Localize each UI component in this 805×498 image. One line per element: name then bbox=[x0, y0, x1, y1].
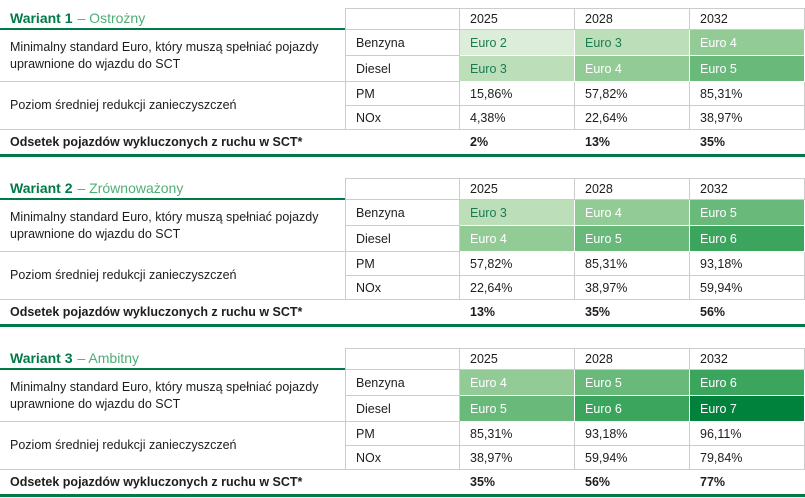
excluded-value-cell: 35% bbox=[585, 305, 611, 319]
reduction-value-cell: 22,64% bbox=[575, 106, 690, 130]
euro-standard-group-label: Minimalny standard Euro, który muszą spe… bbox=[0, 370, 345, 422]
euro-standard-group-label: Minimalny standard Euro, który muszą spe… bbox=[0, 30, 345, 82]
euro-standard-cell: Euro 3 bbox=[460, 200, 575, 226]
year-column-header: 2028 bbox=[575, 178, 690, 200]
euro-standard-cell: Euro 4 bbox=[460, 226, 575, 252]
variant-2-section: Wariant 2 – Zrównoważony 2025 2028 2032 … bbox=[0, 178, 805, 327]
reduction-value-cell: 38,97% bbox=[690, 106, 805, 130]
pollutant-row-header-pm: PM bbox=[345, 82, 460, 106]
excluded-value-cell: 56% bbox=[700, 305, 726, 319]
euro-standard-cell: Euro 3 bbox=[575, 30, 690, 56]
euro-standard-cell: Euro 4 bbox=[690, 30, 805, 56]
reduction-value-cell: 85,31% bbox=[460, 422, 575, 446]
excluded-value-cell: 35% bbox=[470, 475, 496, 489]
year-column-header: 2025 bbox=[460, 8, 575, 30]
reduction-value-cell: 4,38% bbox=[460, 106, 575, 130]
fuel-row-header-benzyna: Benzyna bbox=[345, 30, 460, 56]
euro-standard-cell: Euro 5 bbox=[690, 200, 805, 226]
reduction-value-cell: 57,82% bbox=[575, 82, 690, 106]
variant-title: Wariant 1 – Ostrożny bbox=[0, 8, 345, 30]
pollutant-row-header-nox: NOx bbox=[345, 276, 460, 300]
fuel-row-header-diesel: Diesel bbox=[345, 396, 460, 422]
table-corner-cell bbox=[345, 348, 460, 370]
excluded-value-cell: 77% bbox=[700, 475, 726, 489]
variant-1-section: Wariant 1 – Ostrożny 2025 2028 2032 Mini… bbox=[0, 8, 805, 157]
excluded-value-cell: 2% bbox=[470, 135, 489, 149]
excluded-value-cell: 56% bbox=[585, 475, 611, 489]
pollutant-row-header-nox: NOx bbox=[345, 446, 460, 470]
year-column-header: 2032 bbox=[690, 178, 805, 200]
reduction-value-cell: 38,97% bbox=[460, 446, 575, 470]
year-column-header: 2025 bbox=[460, 178, 575, 200]
pollutant-row-header-nox: NOx bbox=[345, 106, 460, 130]
variant-title-number: Wariant 1 bbox=[10, 10, 73, 26]
reduction-value-cell: 22,64% bbox=[460, 276, 575, 300]
reduction-group-label: Poziom średniej redukcji zanieczyszczeń bbox=[0, 422, 345, 470]
excluded-row-label: Odsetek pojazdów wykluczonych z ruchu w … bbox=[10, 135, 303, 149]
variant-title: Wariant 2 – Zrównoważony bbox=[0, 178, 345, 200]
reduction-value-cell: 59,94% bbox=[575, 446, 690, 470]
variant-title-name: – Ostrożny bbox=[77, 10, 146, 26]
euro-standard-cell: Euro 6 bbox=[690, 226, 805, 252]
reduction-value-cell: 96,11% bbox=[690, 422, 805, 446]
excluded-row-spacer bbox=[345, 130, 460, 154]
euro-standard-cell: Euro 4 bbox=[460, 370, 575, 396]
euro-standard-cell: Euro 7 bbox=[690, 396, 805, 422]
reduction-value-cell: 79,84% bbox=[690, 446, 805, 470]
reduction-value-cell: 85,31% bbox=[690, 82, 805, 106]
reduction-group-label: Poziom średniej redukcji zanieczyszczeń bbox=[0, 252, 345, 300]
fuel-row-header-benzyna: Benzyna bbox=[345, 370, 460, 396]
year-column-header: 2028 bbox=[575, 8, 690, 30]
euro-standard-cell: Euro 4 bbox=[575, 200, 690, 226]
euro-standard-cell: Euro 3 bbox=[460, 56, 575, 82]
pollutant-row-header-pm: PM bbox=[345, 422, 460, 446]
excluded-row-label: Odsetek pojazdów wykluczonych z ruchu w … bbox=[10, 305, 303, 319]
excluded-value-cell: 13% bbox=[585, 135, 611, 149]
euro-standard-cell: Euro 5 bbox=[460, 396, 575, 422]
euro-standard-cell: Euro 5 bbox=[575, 226, 690, 252]
fuel-row-header-diesel: Diesel bbox=[345, 226, 460, 252]
fuel-row-header-benzyna: Benzyna bbox=[345, 200, 460, 226]
reduction-value-cell: 38,97% bbox=[575, 276, 690, 300]
reduction-value-cell: 57,82% bbox=[460, 252, 575, 276]
variant-title-number: Wariant 2 bbox=[10, 180, 73, 196]
variant-title-name: – Ambitny bbox=[77, 350, 139, 366]
excluded-row-spacer bbox=[345, 470, 460, 494]
table-corner-cell bbox=[345, 178, 460, 200]
year-column-header: 2032 bbox=[690, 348, 805, 370]
year-column-header: 2028 bbox=[575, 348, 690, 370]
variant-3-section: Wariant 3 – Ambitny 2025 2028 2032 Minim… bbox=[0, 348, 805, 497]
year-column-header: 2032 bbox=[690, 8, 805, 30]
reduction-value-cell: 93,18% bbox=[575, 422, 690, 446]
variant-title-name: – Zrównoważony bbox=[77, 180, 184, 196]
euro-standard-cell: Euro 2 bbox=[460, 30, 575, 56]
reduction-value-cell: 59,94% bbox=[690, 276, 805, 300]
excluded-row-label: Odsetek pojazdów wykluczonych z ruchu w … bbox=[10, 475, 303, 489]
reduction-value-cell: 85,31% bbox=[575, 252, 690, 276]
pollutant-row-header-pm: PM bbox=[345, 252, 460, 276]
reduction-value-cell: 93,18% bbox=[690, 252, 805, 276]
reduction-value-cell: 15,86% bbox=[460, 82, 575, 106]
euro-standard-group-label: Minimalny standard Euro, który muszą spe… bbox=[0, 200, 345, 252]
variant-title-number: Wariant 3 bbox=[10, 350, 73, 366]
variant-title: Wariant 3 – Ambitny bbox=[0, 348, 345, 370]
euro-standard-cell: Euro 5 bbox=[575, 370, 690, 396]
euro-standard-cell: Euro 5 bbox=[690, 56, 805, 82]
reduction-group-label: Poziom średniej redukcji zanieczyszczeń bbox=[0, 82, 345, 130]
euro-standard-cell: Euro 6 bbox=[575, 396, 690, 422]
excluded-value-cell: 35% bbox=[700, 135, 726, 149]
fuel-row-header-diesel: Diesel bbox=[345, 56, 460, 82]
excluded-row-spacer bbox=[345, 300, 460, 324]
year-column-header: 2025 bbox=[460, 348, 575, 370]
euro-standard-cell: Euro 6 bbox=[690, 370, 805, 396]
table-corner-cell bbox=[345, 8, 460, 30]
excluded-value-cell: 13% bbox=[470, 305, 496, 319]
euro-standard-cell: Euro 4 bbox=[575, 56, 690, 82]
